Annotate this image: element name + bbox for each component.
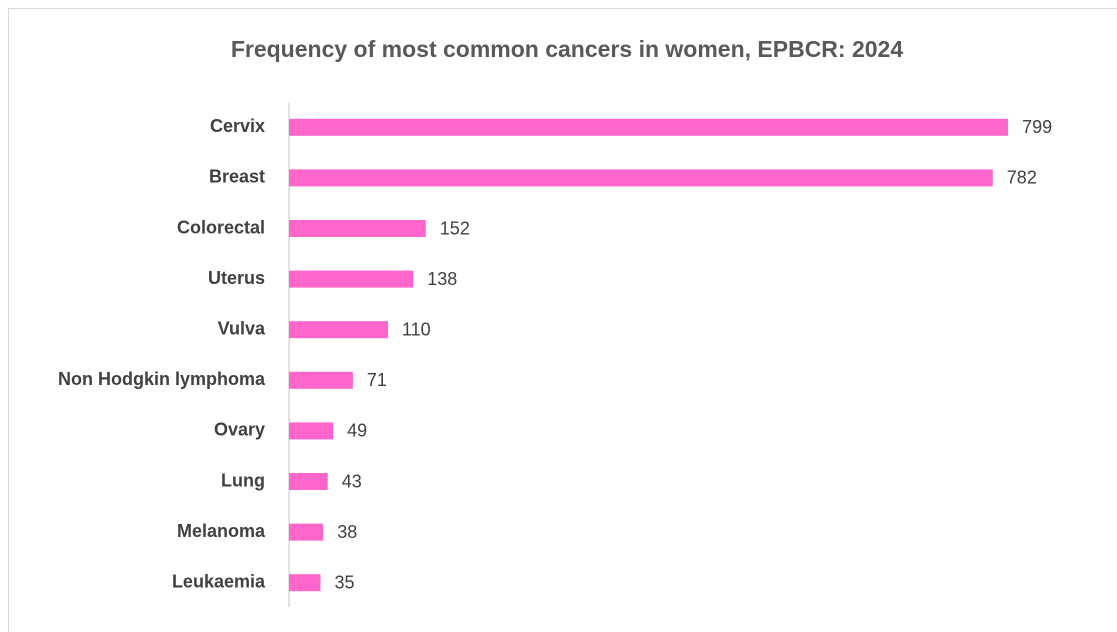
y-tick-label: Cervix [210, 116, 265, 136]
y-tick-label: Uterus [208, 268, 265, 288]
value-label: 38 [337, 522, 357, 542]
value-label: 71 [367, 370, 387, 390]
bar [289, 371, 353, 389]
value-label: 138 [427, 269, 457, 289]
y-tick-label: Ovary [214, 420, 265, 440]
y-tick-label: Leukaemia [172, 571, 266, 591]
value-label: 152 [440, 218, 470, 238]
value-label: 799 [1022, 117, 1052, 137]
value-label: 43 [342, 471, 362, 491]
bar [289, 574, 321, 592]
y-tick-label: Lung [221, 470, 265, 490]
y-tick-label: Vulva [218, 318, 266, 338]
y-tick-label: Melanoma [177, 521, 266, 541]
bar [289, 118, 1009, 136]
bar [289, 321, 388, 339]
y-tick-label: Breast [209, 167, 265, 187]
value-label: 110 [402, 319, 431, 339]
y-tick-label: Non Hodgkin lymphoma [58, 369, 266, 389]
bar [289, 169, 993, 187]
y-tick-label: Colorectal [177, 217, 265, 237]
bar [289, 270, 414, 288]
value-label: 49 [347, 421, 367, 441]
chart-title: Frequency of most common cancers in wome… [231, 36, 903, 62]
bar [289, 473, 328, 490]
value-label: 782 [1007, 168, 1037, 188]
bar [289, 220, 426, 237]
value-label: 35 [335, 572, 355, 592]
bar [289, 422, 334, 440]
bar [289, 523, 324, 541]
chart-frame [8, 8, 1117, 632]
